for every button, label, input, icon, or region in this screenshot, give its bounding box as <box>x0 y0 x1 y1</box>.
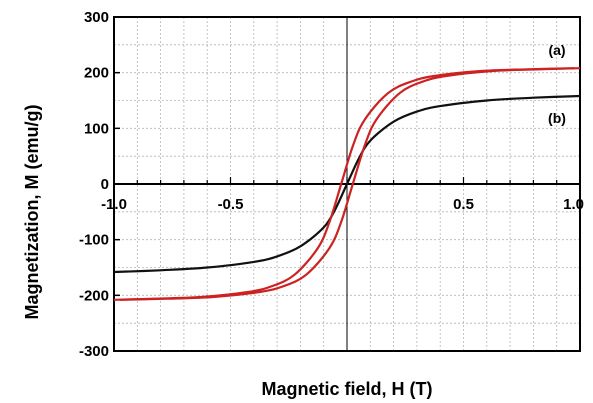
y-tick-label: 100 <box>84 120 109 137</box>
series-label-b: (b) <box>548 110 566 126</box>
series-label-a: (a) <box>548 42 565 58</box>
x-tick-label: 0.5 <box>453 196 474 213</box>
series-curve-a-descending <box>119 67 581 301</box>
tick-labels: 300 200 100 0 -100 -200 -300 -1.0 -0.5 0.5 1.0 <box>79 9 584 360</box>
y-tick-label: -100 <box>79 232 109 249</box>
y-tick-label: -300 <box>79 343 109 360</box>
x-tick-label: 1.0 <box>563 196 584 213</box>
y-tick-label: -200 <box>79 287 109 304</box>
y-axis-title: Magnetization, M (emu/g) <box>22 105 42 320</box>
series-curve-a-ascending <box>113 67 575 301</box>
x-tick-label: -0.5 <box>218 196 244 213</box>
y-tick-label: 0 <box>101 176 109 193</box>
y-tick-label: 200 <box>84 65 109 82</box>
series-curve-b <box>113 94 581 274</box>
series-curves <box>113 67 581 301</box>
y-tick-label: 300 <box>84 9 109 26</box>
x-tick-label: -1.0 <box>101 196 127 213</box>
x-axis-title: Magnetic field, H (T) <box>262 379 433 399</box>
series-labels: (a) (b) <box>548 42 566 126</box>
